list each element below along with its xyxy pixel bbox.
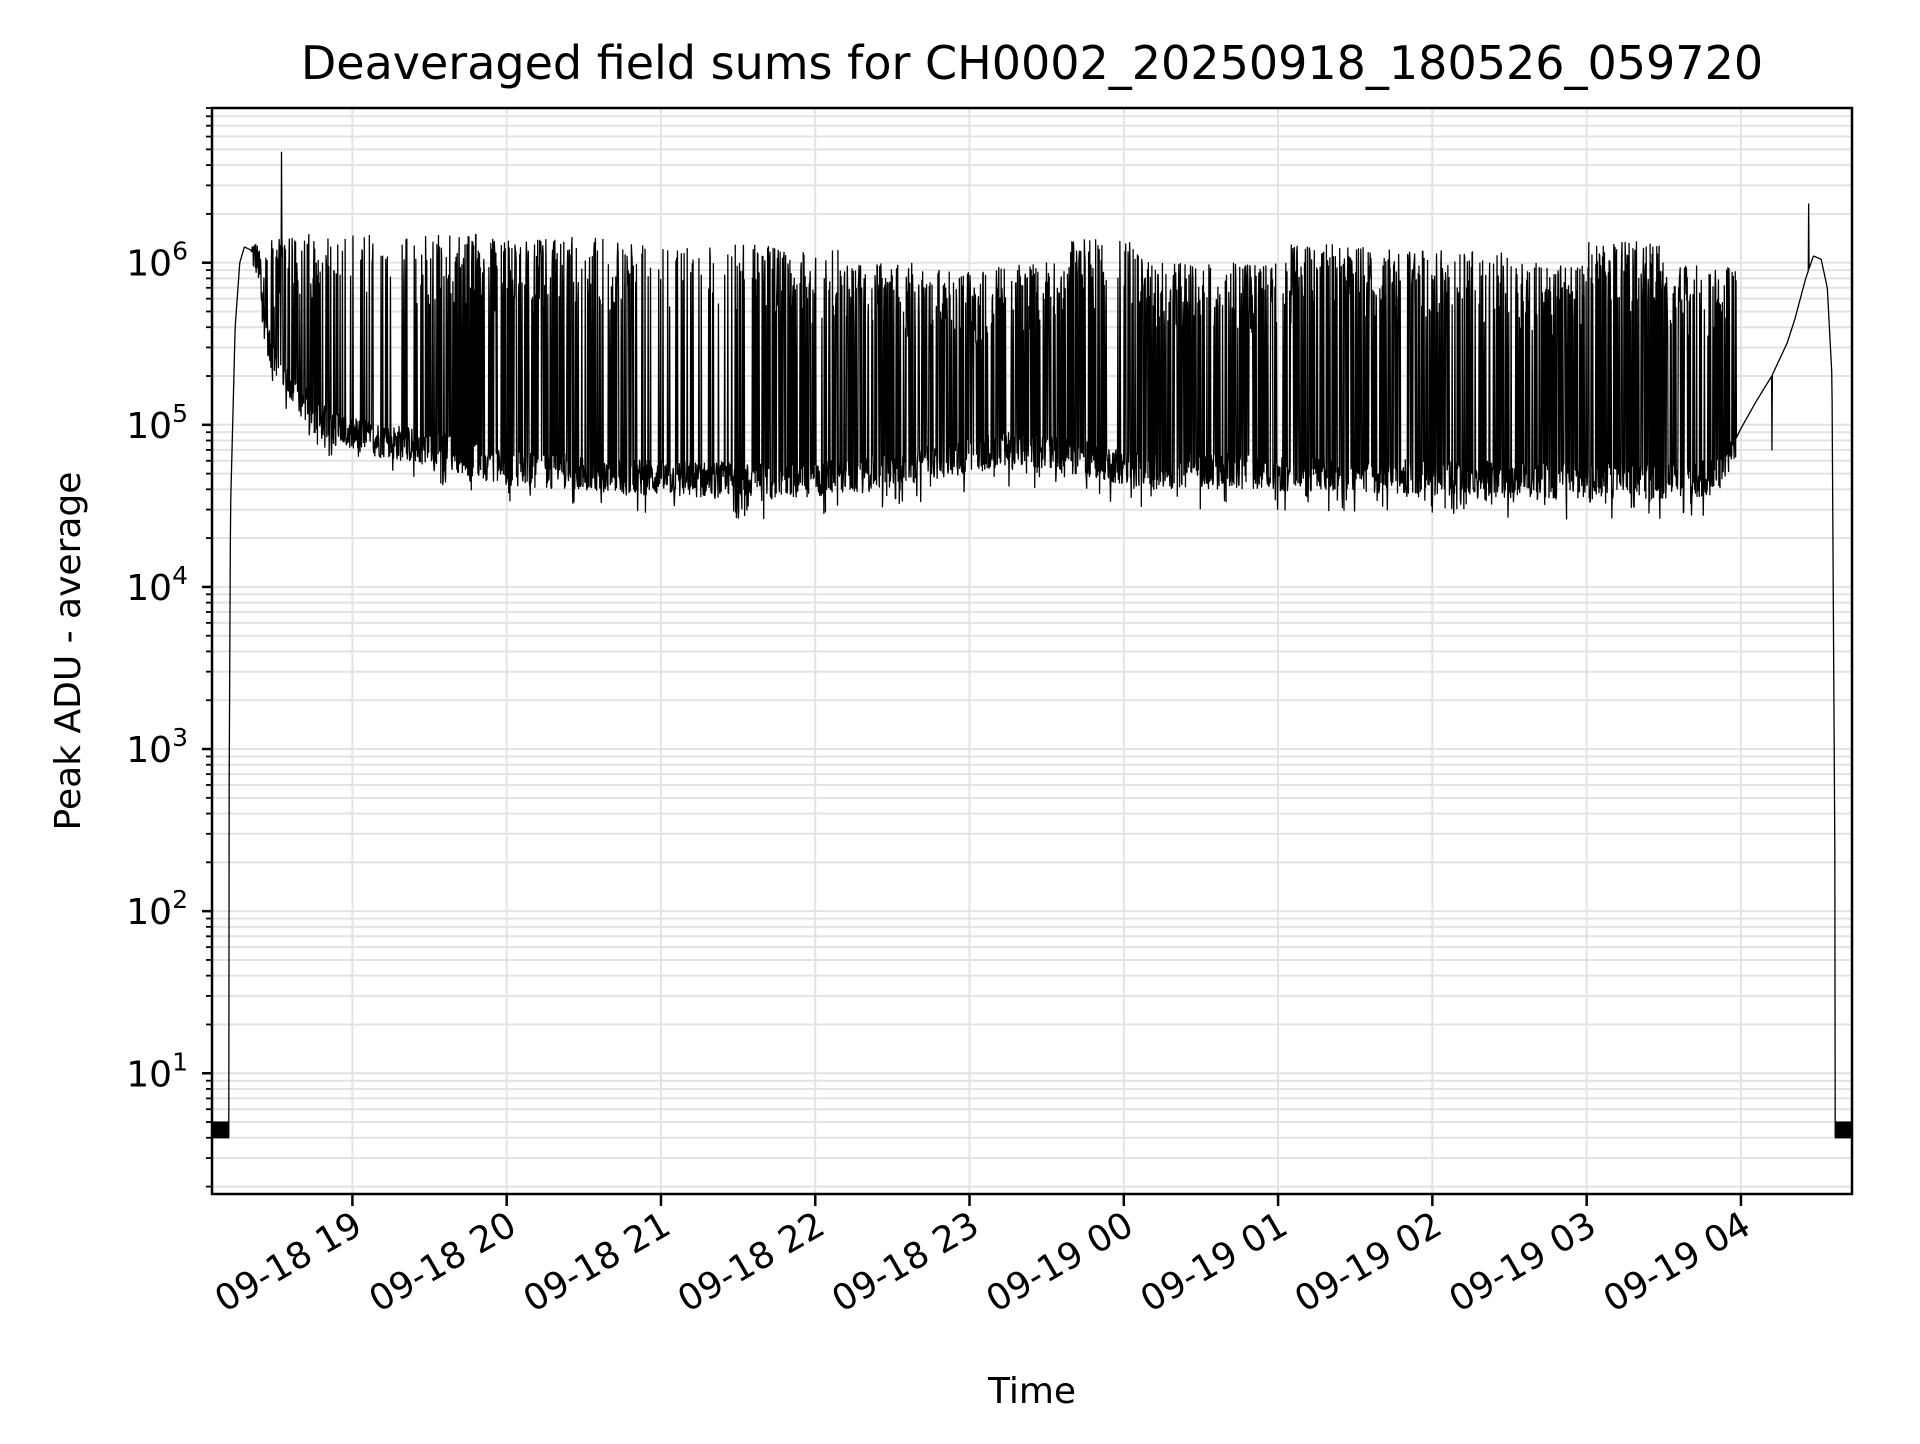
y-tick-label: 105 bbox=[126, 399, 188, 447]
y-tick-label: 104 bbox=[126, 561, 188, 609]
grid-layer bbox=[212, 107, 1852, 1194]
y-tick-label: 101 bbox=[126, 1047, 188, 1095]
series-layer bbox=[211, 151, 1853, 1139]
y-axis-label: Peak ADU - average bbox=[48, 472, 89, 831]
y-tick-label: 103 bbox=[126, 723, 188, 771]
x-axis-label: Time bbox=[987, 1371, 1076, 1412]
y-tick-label: 106 bbox=[126, 237, 188, 285]
chart-title: Deaveraged field sums for CH0002_2025091… bbox=[301, 36, 1763, 90]
series-line-peak-adu bbox=[211, 151, 1853, 1139]
y-tick-label: 102 bbox=[126, 885, 188, 933]
